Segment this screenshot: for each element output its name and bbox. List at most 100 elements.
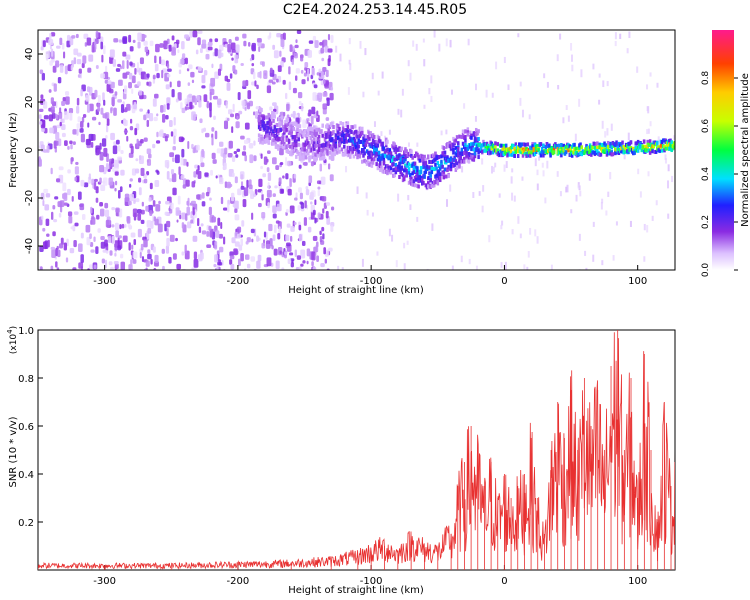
spectrogram-ridge-cell — [370, 157, 374, 162]
spectrogram-noise-cell — [40, 266, 43, 270]
spectrogram-ridge-cell — [474, 127, 478, 132]
spectrogram-ridge-cell — [464, 135, 467, 140]
spectrogram-ridge-cell — [315, 127, 318, 132]
spectrogram-ridge-cell — [266, 136, 269, 141]
spectrogram-noise-cell — [103, 45, 106, 55]
spectrogram-ridge-cell — [423, 154, 426, 159]
spectrogram-noise-cell — [76, 128, 79, 136]
spectrogram-noise-cell — [184, 57, 188, 65]
spectrogram-x-ticks: -300 -200 -100 0 100 — [93, 265, 647, 287]
spectrogram-noise-cell — [302, 162, 308, 166]
spectrogram-noise-cell — [328, 247, 333, 252]
spectrogram-noise-cell — [100, 241, 106, 249]
spectrogram-ridge-cell — [367, 155, 370, 160]
spectrogram-ridge-cell — [544, 145, 548, 150]
spectrogram-noise-cell — [261, 211, 266, 219]
spectrogram-noise-cell — [114, 263, 119, 270]
spectrogram-noise-cell — [314, 217, 317, 224]
spectrogram-noise-cell — [327, 48, 333, 53]
spectrogram-noise-cell — [134, 67, 137, 75]
spectrogram-noise-cell — [61, 118, 65, 124]
spectrogram-ridge-cell — [532, 146, 536, 151]
spectrogram-noise-cell — [111, 236, 116, 245]
spectrogram-ridge-cell — [413, 161, 417, 166]
spectrogram-noise-cell — [253, 140, 256, 146]
spectrogram-noise-cell — [99, 142, 102, 150]
spectrogram-noise-cell — [320, 176, 326, 185]
spectrogram-noise-cell — [76, 58, 82, 65]
spectrogram-noise-cell — [312, 35, 317, 42]
spectrogram-noise-cell — [80, 179, 85, 187]
spectrogram-ridge-cell — [464, 147, 467, 152]
spectrogram-x-tick-label: 100 — [628, 276, 647, 287]
spectrogram-noise-cell — [246, 263, 251, 269]
spectrogram-ridge-cell — [349, 153, 352, 158]
spectrogram-noise-cell — [397, 193, 400, 202]
spectrogram-ridge-cell — [429, 172, 432, 177]
spectrogram-noise-cell — [45, 193, 51, 198]
spectrogram-y-tick-label: 0 — [24, 147, 35, 153]
spectrogram-noise-cell — [293, 221, 297, 226]
spectrogram-noise-cell — [607, 191, 610, 197]
spectrogram-ridge-cell — [381, 153, 384, 158]
spectrogram-noise-cell — [345, 166, 348, 173]
spectrogram-ridge-cell — [536, 144, 539, 149]
spectrogram-noise-cell — [225, 101, 228, 109]
spectrogram-noise-cell — [181, 53, 186, 60]
colorbar-label: Normalized spectral amplitude — [740, 73, 750, 227]
spectrogram-noise-cell — [556, 171, 559, 177]
spectrogram-ridge-cell — [393, 142, 396, 147]
spectrogram-noise-cell — [114, 91, 118, 96]
spectrogram-noise-cell — [237, 226, 242, 233]
spectrogram-noise-cell — [137, 228, 142, 238]
spectrogram-ridge-cell — [426, 184, 430, 189]
spectrogram-ridge-cell — [530, 146, 533, 151]
spectrogram-ridge-cell — [417, 179, 420, 184]
spectrogram-noise-cell — [237, 92, 241, 101]
spectrogram-noise-cell — [166, 103, 170, 110]
spectrogram-ridge-cell — [274, 144, 278, 149]
spectrogram-noise-cell — [187, 141, 190, 150]
spectrogram-noise-cell — [578, 98, 581, 107]
spectrogram-noise-cell — [206, 244, 212, 248]
spectrogram-noise-cell — [148, 153, 152, 159]
spectrogram-noise-cell — [57, 249, 61, 258]
spectrogram-noise-cell — [177, 92, 182, 101]
spectrogram-noise-cell — [239, 171, 245, 180]
spectrogram-ridge-cell — [311, 154, 315, 159]
spectrogram-noise-cell — [144, 46, 149, 53]
spectrogram-ridge-cell — [446, 168, 449, 173]
spectrogram-ridge-cell — [361, 126, 364, 131]
spectrogram-noise-cell — [139, 251, 142, 259]
spectrogram-ridge-cell — [285, 127, 288, 132]
spectrogram-noise-cell — [49, 32, 52, 41]
spectrogram-ridge-cell — [452, 136, 455, 141]
spectrogram-noise-cell — [253, 193, 256, 197]
spectrogram-ridge-cell — [383, 166, 387, 171]
spectrogram-ridge-cell — [323, 137, 327, 142]
snr-series-line — [38, 332, 675, 570]
spectrogram-noise-cell — [117, 63, 121, 68]
spectrogram-noise-cell — [623, 152, 626, 160]
spectrogram-noise-cell — [135, 198, 140, 203]
spectrogram-noise-cell — [256, 260, 261, 269]
spectrogram-ridge-cell — [472, 147, 476, 152]
spectrogram-noise-cell — [59, 121, 62, 127]
spectrogram-ridge-cell — [652, 144, 655, 149]
spectrogram-noise-cell — [110, 107, 113, 114]
spectrogram-noise-cell — [646, 84, 649, 90]
spectrogram-ridge-cell — [552, 150, 556, 155]
spectrogram-ridge-cell — [418, 158, 422, 163]
spectrogram-ridge-cell — [328, 144, 332, 149]
spectrogram-noise-cell — [55, 131, 60, 140]
spectrogram-ridge-cell — [412, 166, 416, 171]
spectrogram-ridge-cell — [576, 152, 580, 157]
spectrogram-noise-cell — [407, 194, 410, 201]
spectrogram-noise-cell — [122, 235, 128, 243]
spectrogram-ridge-cell — [416, 169, 419, 174]
spectrogram-noise-cell — [216, 265, 219, 270]
spectrogram-noise-cell — [87, 122, 90, 128]
spectrogram-ridge-cell — [500, 143, 503, 148]
spectrogram-noise-cell — [300, 263, 304, 267]
